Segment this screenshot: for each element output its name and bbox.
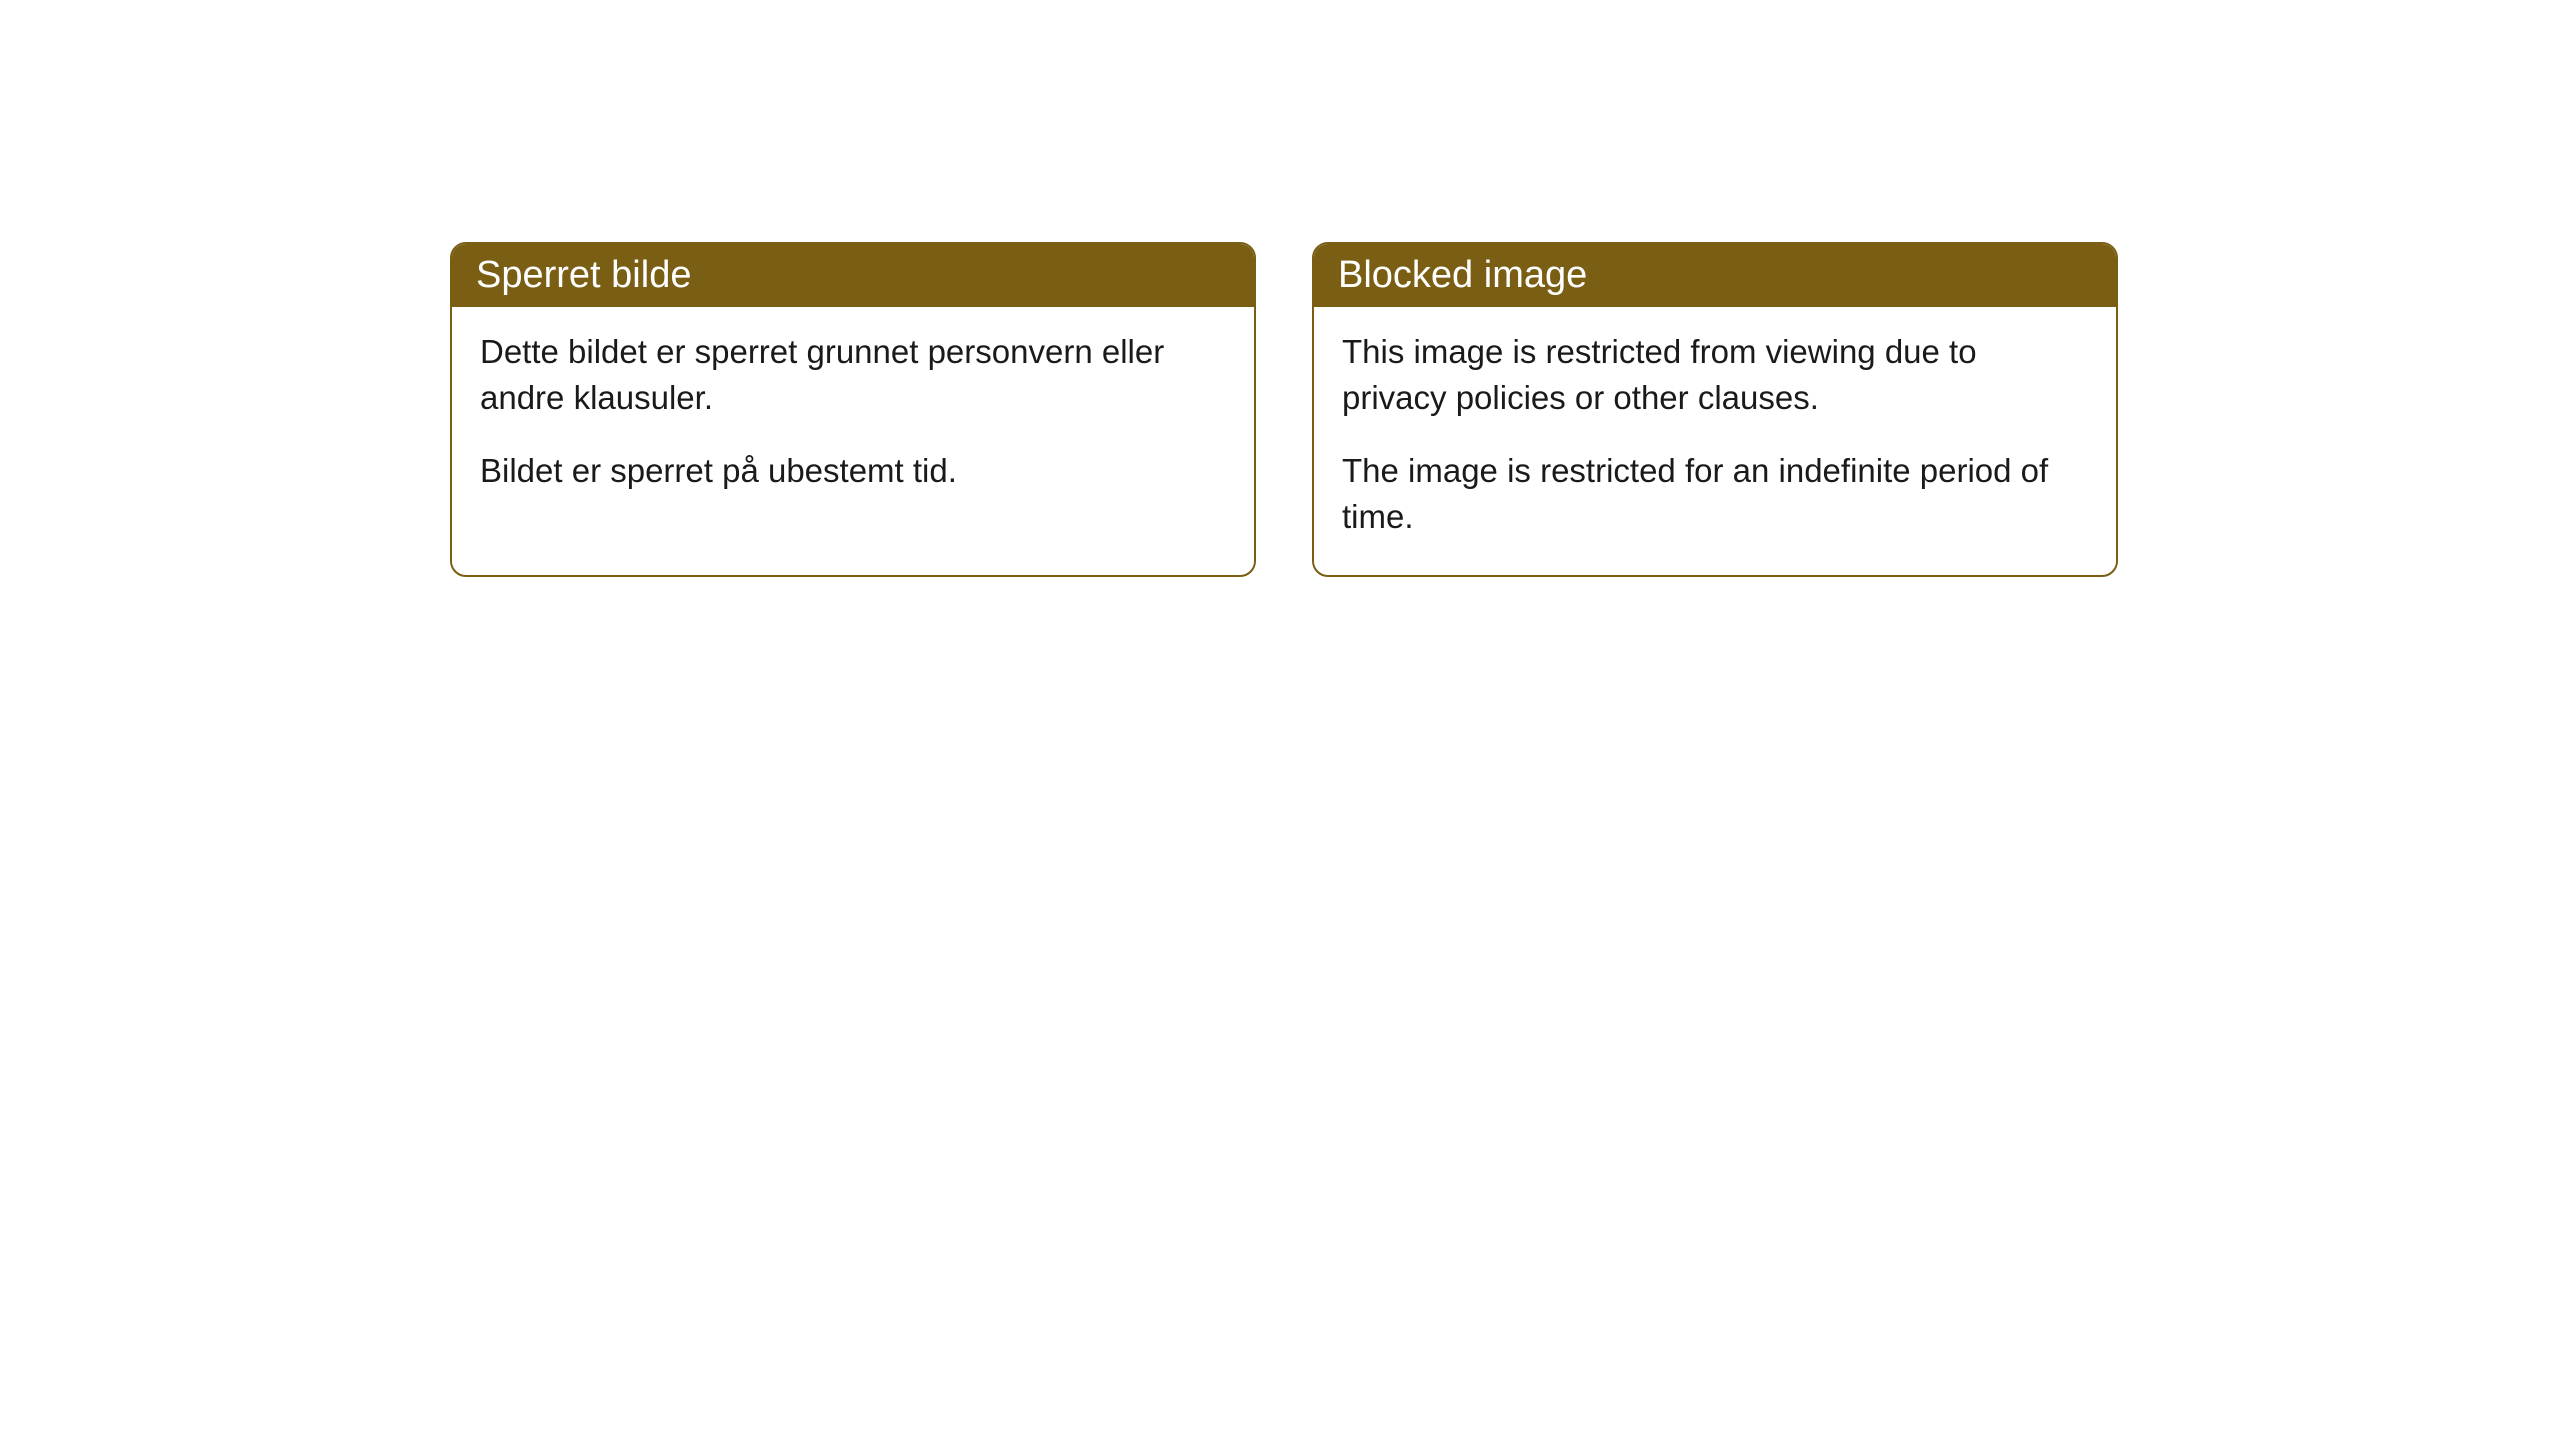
notice-text-line1: This image is restricted from viewing du… (1342, 329, 2088, 420)
notice-header-english: Blocked image (1314, 244, 2116, 307)
notice-text-line2: Bildet er sperret på ubestemt tid. (480, 448, 1226, 494)
notice-title: Sperret bilde (476, 254, 691, 296)
notice-text-line2: The image is restricted for an indefinit… (1342, 448, 2088, 539)
notice-text-line1: Dette bildet er sperret grunnet personve… (480, 329, 1226, 420)
notice-body-english: This image is restricted from viewing du… (1314, 307, 2116, 575)
notice-card-norwegian: Sperret bilde Dette bildet er sperret gr… (450, 242, 1256, 577)
notice-title: Blocked image (1338, 254, 1587, 296)
notice-header-norwegian: Sperret bilde (452, 244, 1254, 307)
notice-card-english: Blocked image This image is restricted f… (1312, 242, 2118, 577)
notice-cards-container: Sperret bilde Dette bildet er sperret gr… (450, 242, 2118, 577)
notice-body-norwegian: Dette bildet er sperret grunnet personve… (452, 307, 1254, 530)
